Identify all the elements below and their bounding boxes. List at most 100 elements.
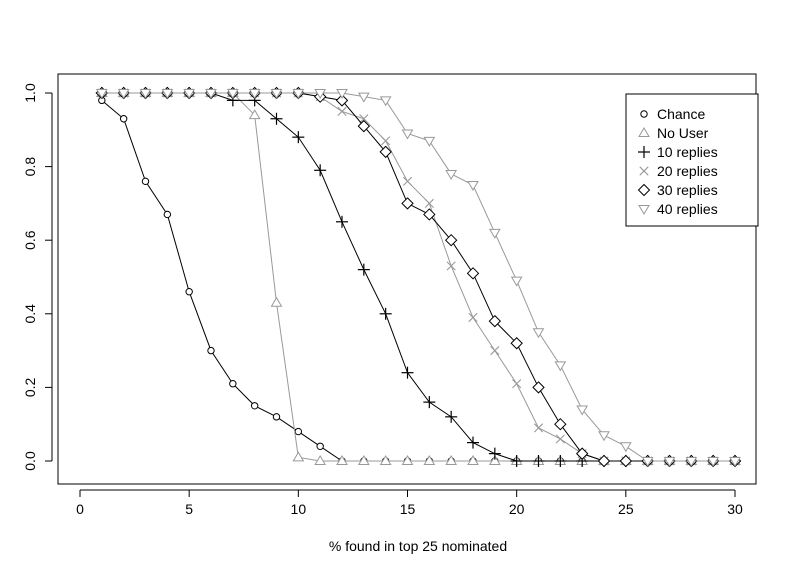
x-tick-label: 20 [509, 501, 525, 517]
data-point-40-replies [379, 96, 392, 107]
data-point-30-replies [423, 208, 436, 221]
data-point-10-replies [314, 164, 327, 177]
data-point-10-replies [401, 366, 414, 379]
y-tick-label: 0.8 [22, 157, 38, 177]
data-point-30-replies [597, 454, 611, 468]
data-point-10-replies [554, 455, 567, 467]
data-point-40-replies [467, 181, 479, 191]
legend: Chance No User 10 replies 20 replies 30 repl… [625, 93, 759, 227]
data-point-20-replies [381, 136, 391, 146]
data-point-chance [163, 210, 172, 219]
data-point-40-replies [532, 328, 545, 339]
data-point-30-replies [554, 417, 567, 431]
data-point-40-replies [292, 89, 305, 99]
data-point-40-replies [161, 89, 174, 99]
legend-label-20-replies: 20 replies [657, 163, 718, 179]
data-point-chance [207, 346, 215, 355]
legend-marker-40-replies [638, 205, 650, 215]
data-point-10-replies [445, 410, 458, 423]
data-point-30-replies [357, 119, 371, 133]
data-point-40-replies [357, 92, 370, 103]
data-point-10-replies [292, 131, 305, 144]
y-tick-label: 0.6 [22, 230, 38, 250]
data-point-40-replies [336, 89, 348, 99]
data-point-40-replies [117, 89, 130, 99]
data-point-20-replies [533, 423, 544, 433]
data-point-30-replies [488, 314, 502, 328]
data-point-40-replies [663, 457, 676, 467]
x-tick-label: 0 [76, 501, 84, 517]
data-point-40-replies [488, 228, 501, 239]
y-tick-label: 0.2 [22, 377, 38, 397]
data-point-no-user [248, 109, 261, 120]
data-point-40-replies [576, 405, 589, 416]
series-layer [95, 86, 742, 468]
data-point-30-replies [444, 233, 458, 247]
data-point-40-replies [707, 457, 720, 467]
x-tick-label: 10 [291, 501, 307, 517]
data-point-40-replies [619, 442, 632, 453]
legend-label-no-user: No User [657, 125, 709, 141]
data-point-40-replies [95, 89, 108, 99]
data-point-no-user [445, 455, 458, 465]
y-tick-label: 0.4 [22, 304, 38, 324]
data-point-no-user [314, 455, 327, 465]
data-point-10-replies [532, 455, 545, 467]
legend-marker-chance [640, 110, 648, 118]
data-point-chance [272, 413, 281, 421]
data-point-no-user [423, 455, 436, 465]
data-point-chance [316, 442, 324, 450]
data-point-40-replies [183, 89, 196, 99]
data-point-chance [141, 177, 150, 186]
data-point-30-replies [401, 197, 414, 210]
data-point-40-replies [445, 169, 458, 180]
data-point-40-replies [598, 431, 610, 442]
data-point-20-replies [446, 261, 456, 271]
legend-label-chance: Chance [657, 106, 705, 122]
data-point-30-replies [335, 94, 349, 107]
data-point-no-user [379, 455, 392, 465]
legend-marker-no-user [638, 127, 650, 137]
data-point-40-replies [641, 457, 654, 467]
y-tick-label: 1.0 [22, 83, 38, 103]
x-axis-title: % found in top 25 nominated [329, 538, 507, 554]
data-point-no-user [357, 455, 370, 465]
data-point-20-replies [402, 176, 413, 186]
data-point-40-replies [270, 89, 283, 99]
data-point-chance [250, 402, 259, 410]
legend-box [625, 93, 759, 227]
y-tick-label: 0.0 [22, 451, 38, 471]
data-point-no-user [292, 451, 305, 462]
legend-marker-10-replies [638, 146, 650, 158]
x-tick-label: 30 [727, 501, 743, 517]
data-point-40-replies [314, 89, 327, 99]
data-point-30-replies [379, 145, 392, 159]
legend-label-10-replies: 10 replies [657, 144, 718, 160]
data-point-20-replies [468, 312, 478, 323]
data-point-40-replies [226, 89, 239, 99]
plot-frame [57, 73, 757, 485]
data-point-no-user [401, 455, 414, 465]
data-point-40-replies [685, 457, 698, 467]
data-point-10-replies [510, 455, 523, 467]
x-tick-label: 15 [400, 501, 416, 517]
x-tick-label: 25 [618, 501, 634, 517]
axes: 0 5 10 15 20 25 30 0.0 0.2 0.4 0.6 0.8 1.0 [22, 83, 743, 517]
data-point-10-replies [270, 112, 283, 125]
data-point-no-user [336, 455, 348, 465]
legend-label-30-replies: 30 replies [657, 182, 718, 198]
data-point-chance [185, 288, 193, 296]
data-point-40-replies [729, 457, 741, 467]
data-point-10-replies [379, 307, 392, 320]
data-point-20-replies [337, 106, 347, 116]
data-point-10-replies [357, 263, 370, 276]
series-line-40-replies [101, 92, 735, 462]
data-point-10-replies [423, 396, 436, 409]
data-point-40-replies [510, 276, 523, 287]
data-point-30-replies [619, 454, 633, 468]
data-point-chance [229, 380, 237, 388]
legend-label-40-replies: 40 replies [657, 201, 718, 217]
data-point-no-user [270, 296, 283, 307]
data-point-no-user [467, 455, 479, 465]
